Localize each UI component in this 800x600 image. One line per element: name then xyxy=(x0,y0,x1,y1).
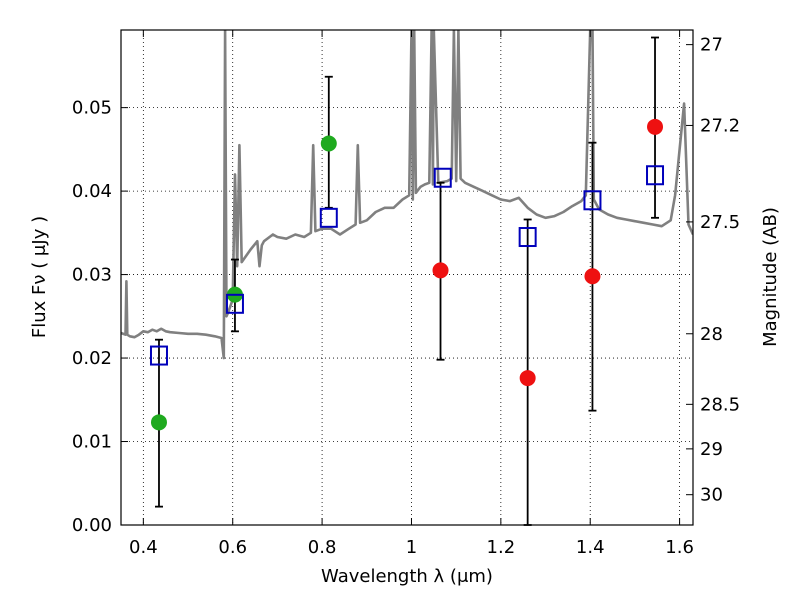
x-axis-label: Wavelength λ (μm) xyxy=(321,566,493,587)
x-tick-label: 1.2 xyxy=(487,537,516,558)
green-point xyxy=(320,135,337,152)
mag-tick-label: 30 xyxy=(700,485,723,506)
y-tick-label: 0.00 xyxy=(72,515,112,536)
mag-tick-label: 29 xyxy=(700,439,723,460)
x-tick-label: 1.6 xyxy=(665,537,694,558)
model-spectrum-layer xyxy=(121,30,693,360)
mag-tick-label: 27.5 xyxy=(700,212,740,233)
grid-lines xyxy=(121,30,693,525)
open-square-marker xyxy=(646,165,665,186)
open-square-marker xyxy=(149,345,168,366)
y-tick-label: 0.02 xyxy=(72,348,112,369)
open-square-marker xyxy=(319,207,338,228)
open-square-marker xyxy=(225,293,244,314)
mag-tick-label: 28 xyxy=(700,324,723,345)
red-point xyxy=(519,370,536,387)
y-tick-label: 0.04 xyxy=(72,181,112,202)
red-point xyxy=(584,268,601,285)
right-y-axis-label: Magnitude (AB) xyxy=(760,207,781,347)
y-tick-label: 0.05 xyxy=(72,98,112,119)
mag-tick-label: 27 xyxy=(700,35,723,56)
error-bar-layer xyxy=(154,36,660,526)
y-tick-label: 0.03 xyxy=(72,265,112,286)
axis-ticks: 0.4 0.6 0.8 1 1.2 1.4 1.6 0.00 0.01 0.02 0.03 0.04 0… xyxy=(72,30,740,558)
y-tick-label: 0.01 xyxy=(72,432,112,453)
open-square-marker xyxy=(518,227,537,248)
model-spectrum-line xyxy=(121,30,693,360)
x-tick-label: 0.4 xyxy=(129,537,158,558)
green-point xyxy=(150,414,167,431)
data-marker-layer xyxy=(149,118,665,431)
mag-tick-label: 28.5 xyxy=(700,394,740,415)
y-axis-label: Flux Fν ( μJy ) xyxy=(29,216,50,338)
mag-tick-label: 27.2 xyxy=(700,115,740,136)
x-tick-label: 0.8 xyxy=(308,537,337,558)
open-square-marker xyxy=(583,190,602,211)
red-point xyxy=(432,262,449,279)
x-tick-label: 1 xyxy=(406,537,417,558)
x-tick-label: 1.4 xyxy=(576,537,605,558)
plot-frame xyxy=(120,29,694,526)
red-point xyxy=(647,118,664,135)
x-tick-label: 0.6 xyxy=(218,537,247,558)
open-square-marker xyxy=(433,167,452,188)
